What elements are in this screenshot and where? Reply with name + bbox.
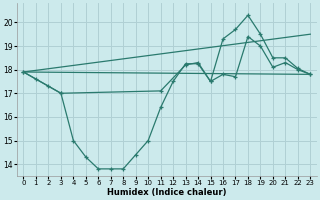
X-axis label: Humidex (Indice chaleur): Humidex (Indice chaleur) xyxy=(107,188,227,197)
